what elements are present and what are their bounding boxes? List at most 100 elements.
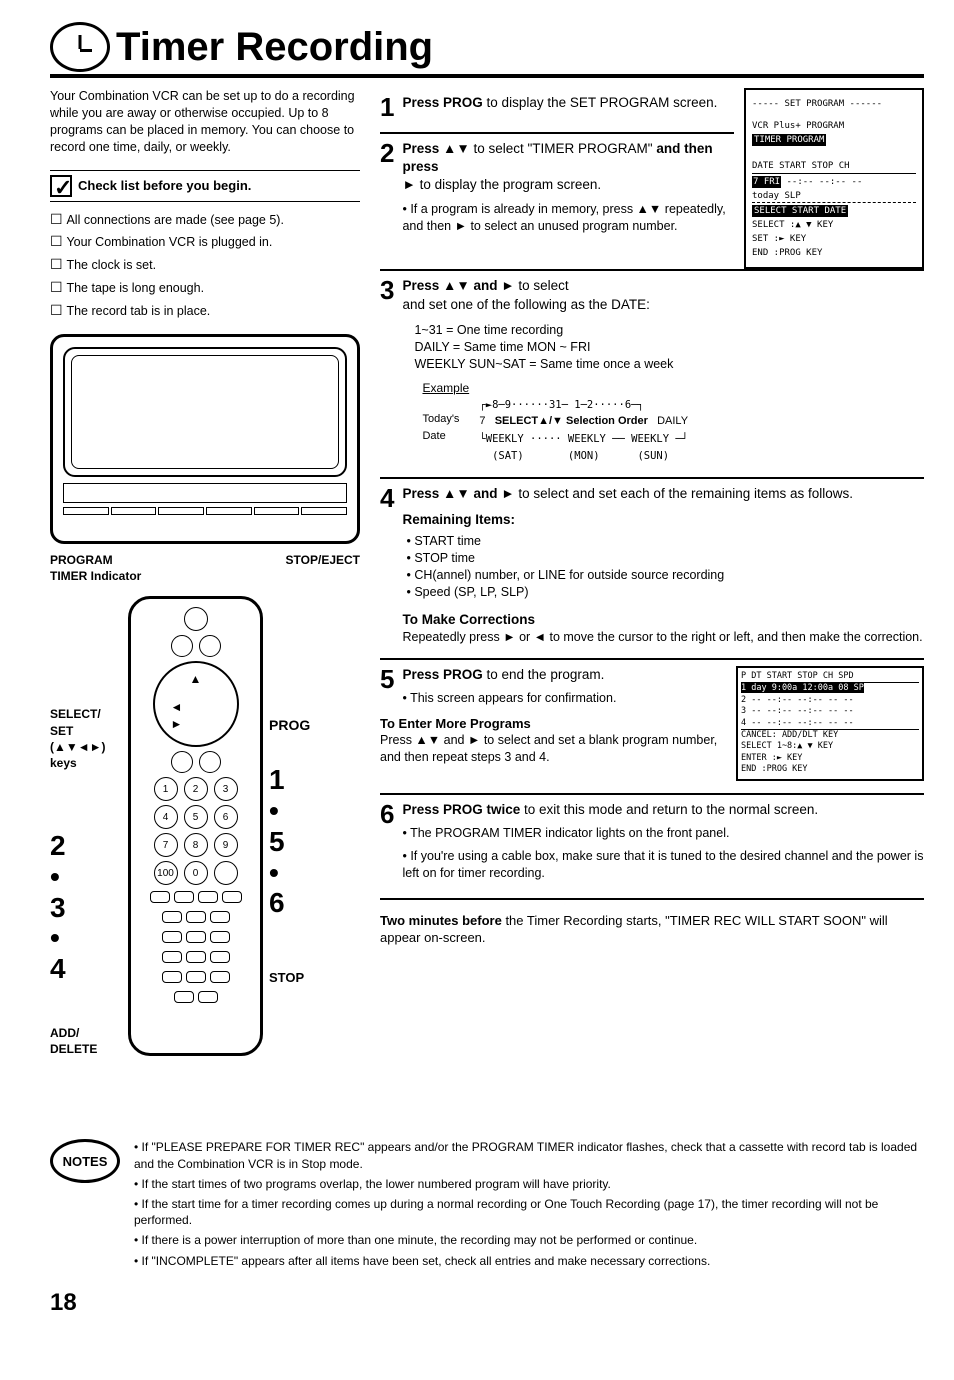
num-key: 3	[214, 777, 238, 801]
step-number: 4	[380, 485, 394, 511]
notes-item: If "PLEASE PREPARE FOR TIMER REC" appear…	[134, 1139, 924, 1171]
closing-note: Two minutes before the Timer Recording s…	[380, 898, 924, 947]
num-key: 2	[184, 777, 208, 801]
tv-panel	[63, 483, 347, 503]
remaining-item: STOP time	[406, 550, 924, 567]
remote-small-btn	[199, 751, 221, 773]
remaining-header: Remaining Items:	[402, 511, 924, 529]
checklist-item: The record tab is in place.	[50, 301, 360, 320]
remote-label-add: ADD/ DELETE	[50, 1025, 122, 1057]
remaining-list: START time STOP time CH(annel) number, o…	[406, 533, 924, 601]
screen2-r4: 4 -- --:-- --:-- -- --	[741, 718, 919, 730]
num-key: 100	[154, 861, 178, 885]
clock-icon	[50, 22, 110, 72]
step-1: 1 Press PROG to display the SET PROGRAM …	[380, 88, 734, 120]
screen1-hdr: DATE START STOP CH	[752, 160, 916, 173]
screen2-f4: END :PROG KEY	[741, 764, 919, 775]
screen1-title: ----- SET PROGRAM ------	[752, 98, 916, 110]
notes-section: NOTES If "PLEASE PREPARE FOR TIMER REC" …	[50, 1139, 924, 1272]
tv-label-timer: TIMER Indicator	[50, 568, 141, 584]
screen1-l2: TIMER PROGRAM	[752, 134, 826, 146]
remote-label-prog: PROG	[269, 716, 333, 735]
screen2-f3: ENTER :► KEY	[741, 753, 919, 764]
num-key: 9	[214, 833, 238, 857]
corrections-text: Repeatedly press ► or ◄ to move the curs…	[402, 629, 924, 646]
screen2-r2: 2 -- --:-- --:-- -- --	[741, 695, 919, 706]
page-title: Timer Recording	[116, 20, 433, 74]
checklist-header: Check list before you begin.	[50, 170, 360, 202]
step6-sub2: If you're using a cable box, make sure t…	[402, 848, 924, 882]
notes-item: If the start times of two programs overl…	[134, 1176, 924, 1192]
nav-pad	[153, 661, 239, 747]
step3-opt: 1~31 = One time recording	[414, 322, 924, 339]
step-number: 2	[380, 140, 394, 166]
num-key	[214, 861, 238, 885]
notes-list: If "PLEASE PREPARE FOR TIMER REC" appear…	[134, 1139, 924, 1272]
step3-line2: and set one of the following as the DATE…	[402, 297, 649, 312]
right-column: 1 Press PROG to display the SET PROGRAM …	[380, 88, 924, 1117]
screen2-f2: SELECT 1~8:▲ ▼ KEY	[741, 741, 919, 752]
checklist-item: The tape is long enough.	[50, 278, 360, 297]
intro-text: Your Combination VCR can be set up to do…	[50, 88, 360, 156]
step-number: 3	[380, 277, 394, 303]
step6-sub1: The PROGRAM TIMER indicator lights on th…	[402, 825, 924, 842]
screen1-today: today SLP	[752, 190, 916, 203]
remote-label-stop: STOP	[269, 969, 333, 987]
tv-slots	[63, 507, 347, 515]
checklist: All connections are made (see page 5). Y…	[50, 210, 360, 320]
power-button	[184, 607, 208, 631]
remote-label-right-nums: 1 • 5 • 6	[269, 765, 333, 919]
remaining-item: Speed (SP, LP, SLP)	[406, 584, 924, 601]
today-label: Today's Date	[422, 411, 459, 465]
remote-body: 123 456 789 1000	[128, 596, 263, 1056]
screen1-f2: SET :► KEY	[752, 233, 916, 245]
screen-set-program: ----- SET PROGRAM ------ VCR Plus+ PROGR…	[744, 88, 924, 269]
remaining-item: START time	[406, 533, 924, 550]
notes-item: If "INCOMPLETE" appears after all items …	[134, 1253, 924, 1269]
num-key: 0	[184, 861, 208, 885]
step-number: 6	[380, 801, 394, 827]
tv-diagram	[50, 334, 360, 544]
step3-opt: DAILY = Same time MON ~ FRI	[414, 339, 924, 356]
diagram-top: ┌►8─9······31─ 1─2·····6─┐	[479, 397, 688, 414]
tv-label-program: PROGRAM	[50, 552, 141, 568]
remote-small-btn	[171, 751, 193, 773]
remote-small-btn	[171, 635, 193, 657]
screen2-f1: CANCEL: ADD/DLT KEY	[741, 730, 919, 741]
tv-label-stop: STOP/EJECT	[286, 552, 360, 584]
screen1-bar: SELECT START DATE	[752, 205, 848, 217]
checklist-header-text: Check list before you begin.	[78, 177, 251, 195]
checklist-item: All connections are made (see page 5).	[50, 210, 360, 229]
step-4: 4 Press ▲▼ and ► to select and set each …	[380, 477, 924, 646]
notes-badge: NOTES	[50, 1139, 120, 1183]
step2-sub: If a program is already in memory, press…	[402, 201, 734, 235]
checklist-item: The clock is set.	[50, 255, 360, 274]
diagram-sub: (SAT) (MON) (SUN)	[479, 448, 688, 465]
example-diagram: Today's Date ┌►8─9······31─ 1─2·····6─┐ …	[422, 397, 924, 465]
corrections-header: To Make Corrections	[402, 611, 924, 629]
remote-label-select: SELECT/ SET (▲▼◄►) keys	[50, 706, 122, 771]
num-key: 1	[154, 777, 178, 801]
num-key: 8	[184, 833, 208, 857]
step3-opt: WEEKLY SUN~SAT = Same time once a week	[414, 356, 924, 373]
tv-screen	[63, 347, 347, 477]
remote-diagram: SELECT/ SET (▲▼◄►) keys 2 • 3 • 4 ADD/ D…	[50, 596, 360, 1117]
notes-item: If the start time for a timer recording …	[134, 1196, 924, 1228]
screen1-f1: SELECT :▲ ▼ KEY	[752, 219, 916, 231]
screen1-l1: VCR Plus+ PROGRAM	[752, 120, 916, 132]
step5-sub: This screen appears for confirmation.	[402, 690, 726, 707]
screen-confirmation: P DT START STOP CH SPD 1 day 9:00a 12:00…	[736, 666, 924, 781]
step-3: 3 Press ▲▼ and ► to select and set one o…	[380, 269, 924, 464]
num-key: 4	[154, 805, 178, 829]
num-key: 7	[154, 833, 178, 857]
screen2-hdr: P DT START STOP CH SPD	[741, 671, 919, 683]
left-column: Your Combination VCR can be set up to do…	[50, 88, 360, 1117]
example-label: Example	[422, 381, 469, 395]
more-programs-header: To Enter More Programs	[380, 715, 726, 733]
step1-tail: to display the SET PROGRAM screen.	[487, 95, 718, 110]
notes-item: If there is a power interruption of more…	[134, 1232, 924, 1248]
step-6: 6 Press PROG twice to exit this mode and…	[380, 793, 924, 882]
checklist-item: Your Combination VCR is plugged in.	[50, 232, 360, 251]
step-number: 5	[380, 666, 394, 692]
step-2: 2 Press ▲▼ to select "TIMER PROGRAM" and…	[380, 132, 734, 234]
